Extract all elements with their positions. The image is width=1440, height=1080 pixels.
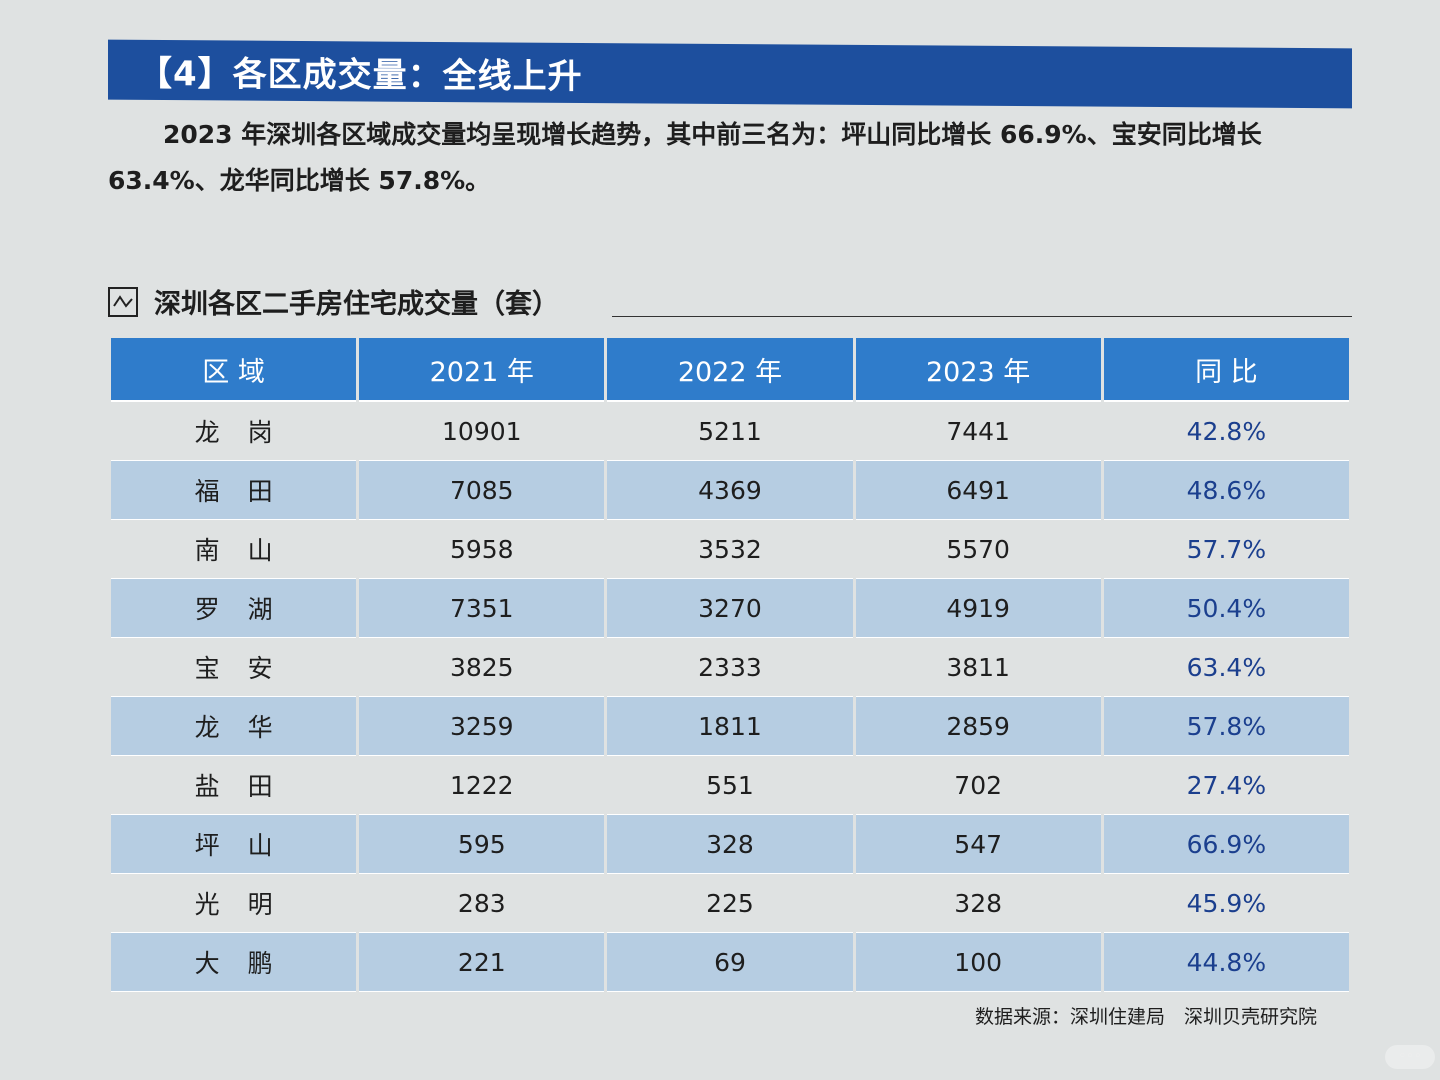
value-2023-cell: 702 [855, 756, 1101, 815]
district-cell: 坪山 [111, 815, 357, 874]
district-cell: 罗湖 [111, 579, 357, 638]
table-row: 大鹏 221 69 100 44.8% [111, 933, 1349, 992]
value-2023-cell: 7441 [855, 402, 1101, 461]
value-2023-cell: 3811 [855, 638, 1101, 697]
line-chart-icon [108, 286, 138, 317]
section-title: 【4】各区成交量：全线上升 [138, 53, 583, 97]
data-source: 数据来源：深圳住建局 深圳贝壳研究院 [975, 1006, 1318, 1028]
yoy-cell: 57.7% [1103, 520, 1349, 579]
district-cell: 宝安 [111, 638, 357, 697]
value-2023-cell: 6491 [855, 461, 1101, 520]
district-cell: 南山 [111, 520, 357, 579]
value-2022-cell: 2333 [607, 638, 853, 697]
value-2023-cell: 100 [855, 933, 1101, 992]
district-cell: 龙华 [111, 697, 357, 756]
value-2021-cell: 5958 [359, 520, 605, 579]
value-2022-cell: 328 [607, 815, 853, 874]
value-2021-cell: 221 [359, 933, 605, 992]
value-2022-cell: 1811 [607, 697, 853, 756]
yoy-cell: 57.8% [1103, 697, 1349, 756]
section-title-banner: 【4】各区成交量：全线上升 [108, 39, 1352, 109]
value-2023-cell: 5570 [855, 520, 1101, 579]
value-2023-cell: 2859 [855, 697, 1101, 756]
value-2023-cell: 4919 [855, 579, 1101, 638]
district-cell: 龙岗 [111, 402, 357, 461]
table-row: 盐田 1222 551 702 27.4% [111, 756, 1349, 815]
value-2021-cell: 7085 [359, 461, 605, 520]
district-cell: 福田 [111, 461, 357, 520]
table-header-row: 区 域 2021 年 2022 年 2023 年 同 比 [111, 338, 1349, 402]
table-row: 罗湖 7351 3270 4919 50.4% [111, 579, 1349, 638]
value-2021-cell: 10901 [359, 402, 605, 461]
district-transactions-table: 区 域 2021 年 2022 年 2023 年 同 比 龙岗 10901 5211… [108, 338, 1352, 992]
table-row: 宝安 3825 2333 3811 63.4% [111, 638, 1349, 697]
yoy-cell: 63.4% [1103, 638, 1349, 697]
title-divider [612, 316, 1352, 317]
value-2022-cell: 3532 [607, 520, 853, 579]
value-2022-cell: 4369 [607, 461, 853, 520]
yoy-cell: 50.4% [1103, 579, 1349, 638]
table-row: 龙华 3259 1811 2859 57.8% [111, 697, 1349, 756]
table-row: 光明 283 225 328 45.9% [111, 874, 1349, 933]
value-2021-cell: 3825 [359, 638, 605, 697]
yoy-cell: 27.4% [1103, 756, 1349, 815]
table-row: 龙岗 10901 5211 7441 42.8% [111, 402, 1349, 461]
header-yoy: 同 比 [1103, 338, 1349, 402]
yoy-cell: 66.9% [1103, 815, 1349, 874]
district-cell: 大鹏 [111, 933, 357, 992]
table-row: 福田 7085 4369 6491 48.6% [111, 461, 1349, 520]
value-2021-cell: 3259 [359, 697, 605, 756]
table-title-text: 深圳各区二手房住宅成交量（套） [154, 289, 559, 320]
yoy-cell: 48.6% [1103, 461, 1349, 520]
table-row: 南山 5958 3532 5570 57.7% [111, 520, 1349, 579]
summary-paragraph: 2023 年深圳各区域成交量均呈现增长趋势，其中前三名为：坪山同比增长 66.9… [108, 120, 1262, 195]
value-2021-cell: 7351 [359, 579, 605, 638]
value-2021-cell: 1222 [359, 756, 605, 815]
value-2022-cell: 5211 [607, 402, 853, 461]
watermark-logo: ◦◦◦ [1385, 1045, 1435, 1069]
district-cell: 光明 [111, 874, 357, 933]
header-district: 区 域 [111, 338, 357, 402]
value-2022-cell: 551 [607, 756, 853, 815]
district-cell: 盐田 [111, 756, 357, 815]
value-2022-cell: 69 [607, 933, 853, 992]
header-2021: 2021 年 [359, 338, 605, 402]
value-2022-cell: 3270 [607, 579, 853, 638]
value-2023-cell: 547 [855, 815, 1101, 874]
header-2023: 2023 年 [855, 338, 1101, 402]
yoy-cell: 45.9% [1103, 874, 1349, 933]
header-2022: 2022 年 [607, 338, 853, 402]
value-2021-cell: 595 [359, 815, 605, 874]
table-title: 深圳各区二手房住宅成交量（套） [108, 282, 559, 321]
value-2023-cell: 328 [855, 874, 1101, 933]
yoy-cell: 44.8% [1103, 933, 1349, 992]
yoy-cell: 42.8% [1103, 402, 1349, 461]
value-2022-cell: 225 [607, 874, 853, 933]
table-row: 坪山 595 328 547 66.9% [111, 815, 1349, 874]
value-2021-cell: 283 [359, 874, 605, 933]
